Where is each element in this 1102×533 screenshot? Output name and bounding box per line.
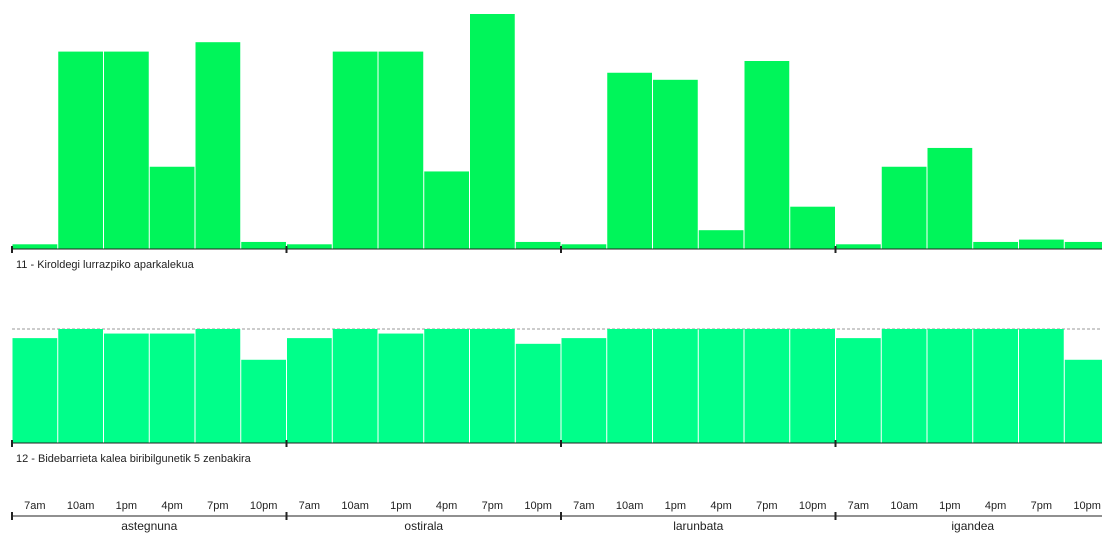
bar-igandea-7pm (1019, 239, 1064, 249)
bar-larunbata-7am (561, 244, 607, 249)
bar-ostirala-10pm (515, 241, 561, 249)
time-tick-label: 4pm (710, 500, 731, 512)
bar-larunbata-7am (561, 338, 607, 443)
bar-larunbata-7pm (744, 329, 790, 443)
time-tick-label: 7pm (207, 500, 228, 512)
time-tick-label: 1pm (939, 500, 960, 512)
bar-astegnuna-10am (58, 329, 103, 443)
bar-ostirala-10am (332, 51, 378, 249)
bar-igandea-7am (836, 338, 881, 443)
bar-ostirala-7am (287, 338, 332, 443)
bar-igandea-1pm (927, 147, 973, 249)
bar-larunbata-10pm (790, 329, 835, 443)
time-tick-label: 1pm (116, 500, 137, 512)
time-tick-label: 10am (890, 500, 918, 512)
time-tick-label: 7pm (1031, 500, 1052, 512)
bar-larunbata-7pm (744, 61, 790, 249)
bar-larunbata-1pm (653, 329, 698, 443)
time-tick-label: 10am (341, 500, 369, 512)
bar-igandea-4pm (973, 329, 1018, 443)
bar-ostirala-7am (287, 244, 332, 249)
bar-larunbata-4pm (698, 329, 744, 443)
bar-igandea-10am (881, 166, 927, 249)
time-tick-label: 10am (616, 500, 644, 512)
bar-ostirala-7pm (470, 329, 515, 443)
bar-ostirala-4pm (424, 329, 469, 443)
bar-astegnuna-10pm (241, 241, 286, 249)
bar-larunbata-1pm (653, 79, 698, 249)
time-tick-label: 4pm (985, 500, 1006, 512)
day-label: larunbata (673, 519, 723, 533)
time-tick-label: 10pm (250, 500, 278, 512)
bar-astegnuna-1pm (104, 333, 149, 443)
bar-igandea-4pm (973, 241, 1018, 249)
bar-astegnuna-7pm (195, 329, 241, 443)
time-tick-label: 7am (24, 500, 45, 512)
time-tick-label: 1pm (665, 500, 686, 512)
time-tick-label: 10pm (799, 500, 827, 512)
time-tick-label: 7am (573, 500, 594, 512)
bar-ostirala-7pm (470, 14, 515, 249)
bar-astegnuna-1pm (104, 51, 149, 249)
bar-astegnuna-7am (12, 338, 58, 443)
chart-panel-1: 11 - Kiroldegi lurrazpiko aparkalekua (11, 14, 1102, 271)
day-label: astegnuna (121, 519, 177, 533)
panel-title: 11 - Kiroldegi lurrazpiko aparkalekua (16, 259, 195, 271)
panel-title: 12 - Bidebarrieta kalea biribilgunetik 5… (16, 453, 252, 465)
bar-igandea-10am (881, 329, 927, 443)
bar-ostirala-10pm (515, 343, 561, 443)
time-tick-label: 10am (67, 500, 95, 512)
bar-igandea-7pm (1019, 329, 1064, 443)
time-tick-label: 7pm (756, 500, 777, 512)
time-tick-label: 10pm (524, 500, 552, 512)
chart-panel-2: 12 - Bidebarrieta kalea biribilgunetik 5… (11, 328, 1102, 465)
time-tick-label: 7am (848, 500, 869, 512)
day-label: ostirala (404, 519, 443, 533)
time-tick-label: 4pm (436, 500, 457, 512)
bar-ostirala-4pm (424, 171, 469, 249)
bar-astegnuna-4pm (149, 333, 195, 443)
time-tick-label: 1pm (390, 500, 411, 512)
bar-astegnuna-7am (12, 244, 58, 249)
day-label: igandea (951, 519, 994, 533)
bar-astegnuna-10am (58, 51, 103, 249)
bar-igandea-10pm (1064, 241, 1102, 249)
time-tick-label: 10pm (1073, 500, 1101, 512)
bar-ostirala-1pm (378, 51, 424, 249)
bar-larunbata-4pm (698, 230, 744, 249)
bar-astegnuna-10pm (241, 359, 286, 443)
bar-ostirala-1pm (378, 333, 424, 443)
bar-larunbata-10pm (790, 206, 835, 249)
bar-larunbata-10am (607, 72, 652, 249)
bar-astegnuna-7pm (195, 42, 241, 250)
bar-larunbata-10am (607, 329, 652, 443)
bar-igandea-7am (836, 244, 881, 249)
bar-igandea-1pm (927, 329, 973, 443)
time-tick-label: 4pm (161, 500, 182, 512)
time-tick-label: 7am (299, 500, 320, 512)
bar-astegnuna-4pm (149, 166, 195, 249)
time-tick-label: 7pm (482, 500, 503, 512)
bar-igandea-10pm (1064, 359, 1102, 443)
bar-ostirala-10am (332, 329, 378, 443)
